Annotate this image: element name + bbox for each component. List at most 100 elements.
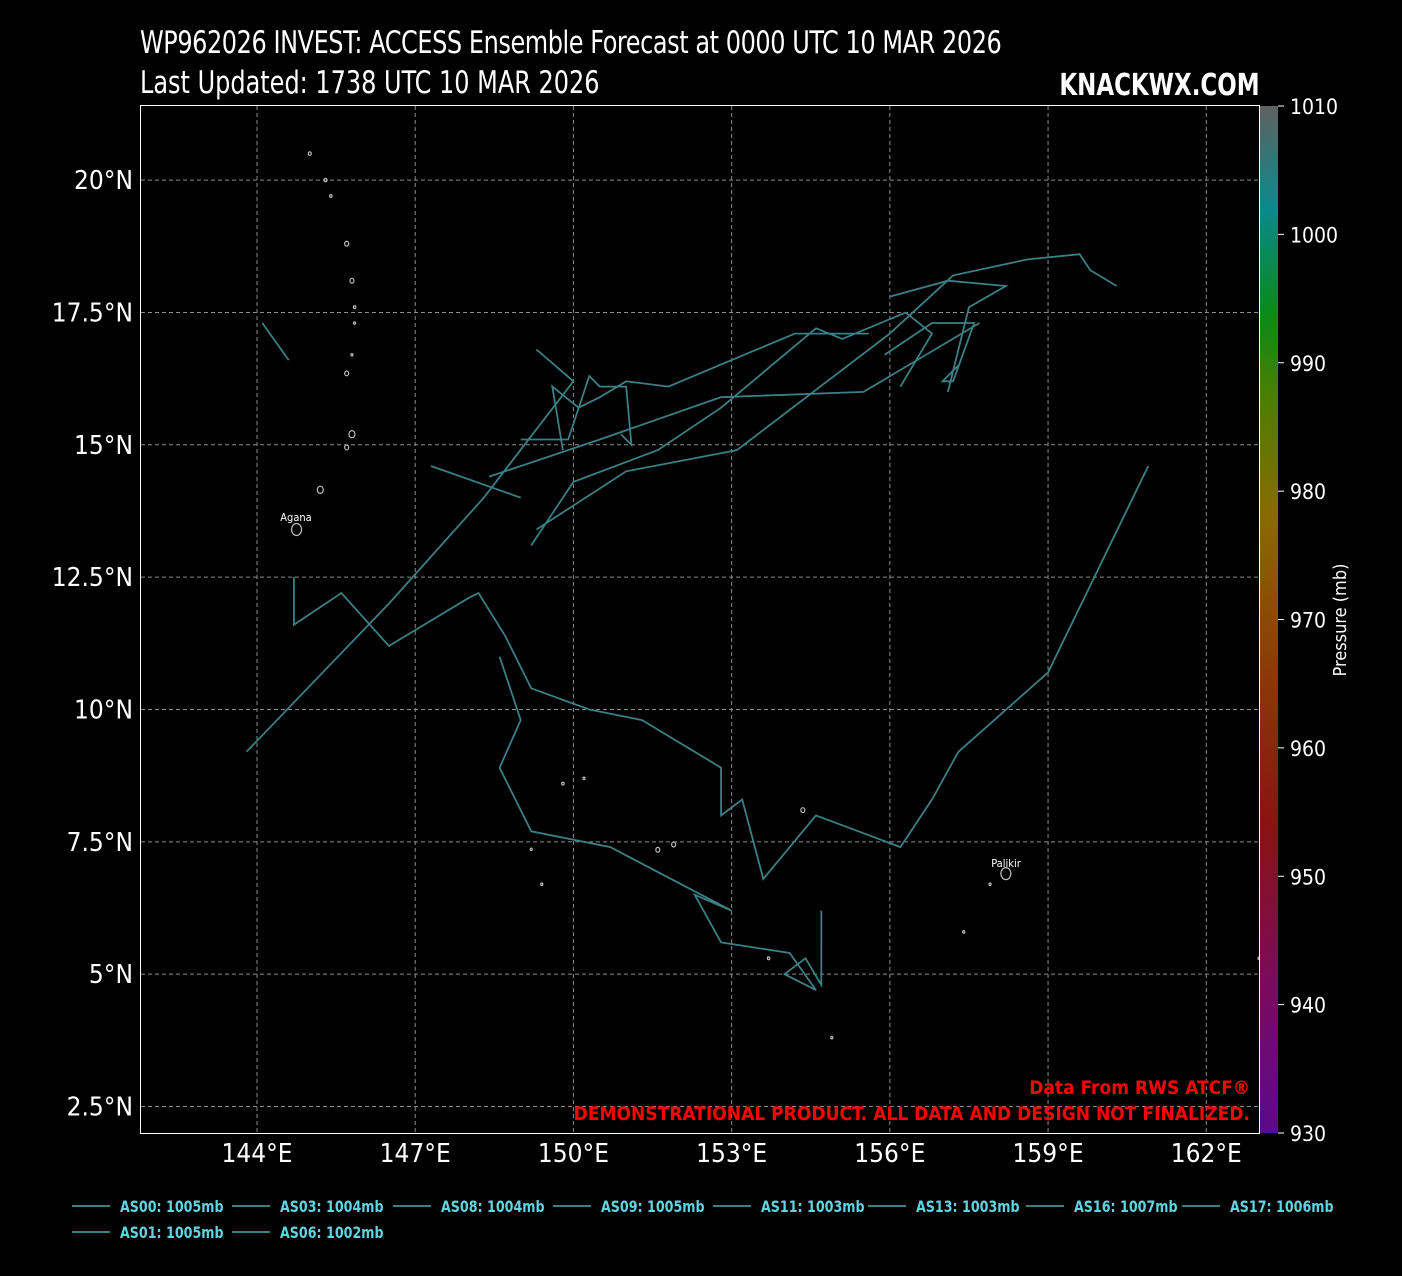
legend-item: AS03: 1004mb (232, 1194, 398, 1218)
colorbar-tick-label: 940 (1290, 994, 1326, 1018)
ensemble-track (551, 332, 869, 451)
colorbar-ticks: 1010 1000 990 980 970 960 950 940 930 (1278, 95, 1338, 1146)
chart-title: WP962026 INVEST: ACCESS Ensemble Forecas… (140, 25, 1002, 61)
island-outline (352, 305, 357, 310)
colorbar-tick-label: 930 (1290, 1122, 1326, 1146)
ensemble-track (536, 253, 1118, 531)
island-outline (350, 353, 354, 357)
legend-label: AS01: 1005mb (120, 1222, 224, 1242)
legend-item: AS09: 1005mb (553, 1194, 719, 1218)
island-outlines (290, 151, 1261, 1040)
island-outline (290, 522, 303, 537)
island-outline (529, 847, 533, 852)
ensemble-track (261, 322, 290, 361)
legend-label: AS17: 1006mb (1230, 1196, 1334, 1216)
legend-item: AS08: 1004mb (393, 1194, 559, 1218)
island-outline (540, 882, 544, 886)
island-outline (316, 485, 324, 495)
legend-label: AS08: 1004mb (441, 1196, 545, 1216)
island-outline (561, 781, 565, 786)
legend-label: AS09: 1005mb (601, 1196, 705, 1216)
legend-line-swatch (72, 1205, 110, 1207)
island-outline (344, 444, 350, 451)
island-outline (830, 1035, 834, 1040)
island-outline (766, 956, 771, 961)
lon-tick-label: 153°E (696, 1139, 767, 1169)
lat-tick-label: 15°N (74, 431, 133, 461)
legend-line-swatch (232, 1231, 270, 1233)
island-outline (582, 776, 586, 781)
demo-disclaimer: DEMONSTRATIONAL PRODUCT. ALL DATA AND DE… (574, 1103, 1250, 1125)
island-outline (988, 882, 992, 886)
lat-tick-label: 5°N (89, 960, 133, 990)
legend-line-swatch (868, 1205, 906, 1207)
map-figure: Agana Palikir Data From RWS ATCF® DEMONS… (52, 95, 1351, 1169)
island-outline (800, 807, 806, 814)
ensemble-track (889, 279, 1009, 393)
colorbar-tick-label: 960 (1290, 737, 1326, 761)
lon-tick-label: 147°E (380, 1139, 451, 1169)
brand-logo: KNACKWX.COM (1059, 68, 1260, 103)
island-outline (352, 321, 357, 325)
colorbar-tick-label: 950 (1290, 865, 1326, 889)
island-outline (1000, 867, 1012, 881)
map-grid (141, 106, 1259, 1133)
island-outline (344, 370, 350, 377)
legend-line-swatch (1026, 1205, 1064, 1207)
ensemble-track (245, 348, 575, 753)
place-label-agana: Agana (280, 511, 311, 524)
island-outline (349, 277, 355, 284)
legend-label: AS03: 1004mb (280, 1196, 384, 1216)
island-outline (962, 930, 966, 934)
legend-line-swatch (553, 1205, 591, 1207)
lat-tick-label: 2.5°N (67, 1093, 133, 1123)
legend-label: AS13: 1003mb (916, 1196, 1020, 1216)
ensemble-track (430, 465, 521, 499)
lon-tick-label: 162°E (1171, 1139, 1242, 1169)
lat-tick-label: 17.5°N (52, 298, 133, 328)
legend-label: AS16: 1007mb (1074, 1196, 1178, 1216)
island-outline (323, 177, 328, 183)
island-outline (655, 846, 661, 853)
map-frame (140, 105, 1260, 1134)
legend-line-swatch (72, 1231, 110, 1233)
colorbar-tick-label: 970 (1290, 609, 1326, 633)
ensemble-track (530, 311, 934, 546)
latitude-ticks: 2.5°N 5°N 7.5°N 10°N 12.5°N 15°N 17.5°N 20°N (52, 166, 133, 1122)
longitude-ticks: 144°E 147°E 150°E 153°E 156°E 159°E 162°E (221, 1139, 1241, 1169)
legend-item: AS17: 1006mb (1182, 1194, 1348, 1218)
last-updated: Last Updated: 1738 UTC 10 MAR 2026 (140, 65, 600, 101)
lon-tick-label: 144°E (221, 1139, 292, 1169)
legend-label: AS06: 1002mb (280, 1222, 384, 1242)
colorbar-tick-label: 990 (1290, 352, 1326, 376)
island-outline (671, 841, 677, 848)
ensemble-track (520, 374, 633, 448)
legend-label: AS00: 1005mb (120, 1196, 224, 1216)
legend-line-swatch (232, 1205, 270, 1207)
lat-tick-label: 20°N (74, 166, 133, 196)
lon-tick-label: 156°E (854, 1139, 925, 1169)
colorbar (1260, 106, 1278, 1133)
lat-tick-label: 10°N (74, 695, 133, 725)
legend-line-swatch (393, 1205, 431, 1207)
ensemble-track (498, 656, 823, 991)
colorbar-label: Pressure (mb) (1330, 564, 1351, 677)
ensemble-tracks (245, 253, 1150, 991)
colorbar-tick-label: 980 (1290, 480, 1326, 504)
island-outline (329, 193, 333, 199)
ensemble-track (884, 322, 976, 383)
island-outline (348, 430, 356, 439)
legend-item: AS13: 1003mb (868, 1194, 1034, 1218)
lat-tick-label: 7.5°N (67, 828, 133, 858)
island-outline (344, 240, 350, 247)
ensemble-track (488, 322, 980, 478)
legend-item: AS16: 1007mb (1026, 1194, 1192, 1218)
data-credit: Data From RWS ATCF® (1029, 1077, 1250, 1099)
legend-line-swatch (713, 1205, 751, 1207)
legend-label: AS11: 1003mb (761, 1196, 865, 1216)
island-outline (307, 151, 312, 157)
legend-item: AS06: 1002mb (232, 1220, 398, 1244)
legend-item: AS11: 1003mb (713, 1194, 879, 1218)
legend-line-swatch (1182, 1205, 1220, 1207)
ensemble-track (292, 465, 1150, 881)
